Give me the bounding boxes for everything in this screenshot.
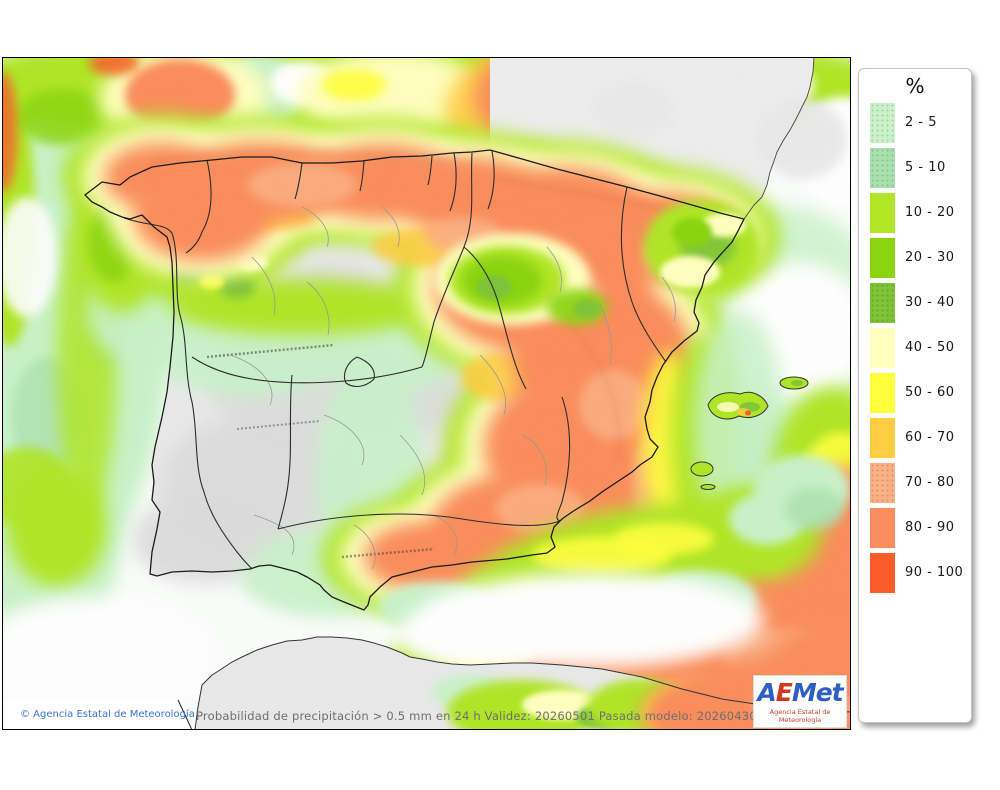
legend-item: 70 - 80 (859, 460, 971, 505)
dither-texture (2, 57, 851, 730)
aemet-logo-wordmark: AEMet (757, 678, 843, 707)
legend-label: 50 - 60 (905, 385, 955, 400)
legend-item: 2 - 5 (859, 100, 971, 145)
legend-item: 60 - 70 (859, 415, 971, 460)
legend-label: 70 - 80 (905, 475, 955, 490)
legend-label: 10 - 20 (905, 205, 955, 220)
map-description-text: Probabilidad de precipitación > 0.5 mm e… (196, 709, 772, 723)
map-border (2, 57, 851, 730)
legend-swatch (870, 327, 895, 368)
legend-swatch (870, 507, 895, 548)
legend-item: 40 - 50 (859, 325, 971, 370)
legend-swatch (870, 102, 895, 143)
legend-label: 20 - 30 (905, 250, 955, 265)
legend-panel: % 2 - 5 5 - 10 10 - 20 20 - 30 30 - 40 40 - 5… (858, 68, 972, 723)
aemet-logo-subtitle: Agencia Estatal de Meteorología (769, 708, 831, 724)
legend-swatch (870, 552, 895, 593)
copyright-wedge (2, 699, 193, 730)
legend-label: 30 - 40 (905, 295, 955, 310)
legend-item: 10 - 20 (859, 190, 971, 235)
legend-item: 30 - 40 (859, 280, 971, 325)
legend-item: 5 - 10 (859, 145, 971, 190)
legend-label: 40 - 50 (905, 340, 955, 355)
legend-items: 2 - 5 5 - 10 10 - 20 20 - 30 30 - 40 40 - 50 5… (859, 100, 971, 595)
copyright-text: © Agencia Estatal de Meteorología (20, 709, 195, 720)
legend-title: % (905, 74, 925, 98)
legend-swatch (870, 417, 895, 458)
legend-swatch (870, 147, 895, 188)
legend-item: 80 - 90 (859, 505, 971, 550)
legend-swatch (870, 462, 895, 503)
legend-item: 90 - 100 (859, 550, 971, 595)
legend-swatch (870, 192, 895, 233)
legend-item: 50 - 60 (859, 370, 971, 415)
legend-label: 90 - 100 (905, 565, 964, 580)
legend-item: 20 - 30 (859, 235, 971, 280)
legend-swatch (870, 237, 895, 278)
legend-label: 80 - 90 (905, 520, 955, 535)
precipitation-probability-map (2, 57, 851, 730)
legend-swatch (870, 372, 895, 413)
aemet-logo: AEMet Agencia Estatal de Meteorología (753, 675, 847, 728)
legend-swatch (870, 282, 895, 323)
legend-label: 2 - 5 (905, 115, 937, 130)
legend-label: 5 - 10 (905, 160, 946, 175)
legend-label: 60 - 70 (905, 430, 955, 445)
